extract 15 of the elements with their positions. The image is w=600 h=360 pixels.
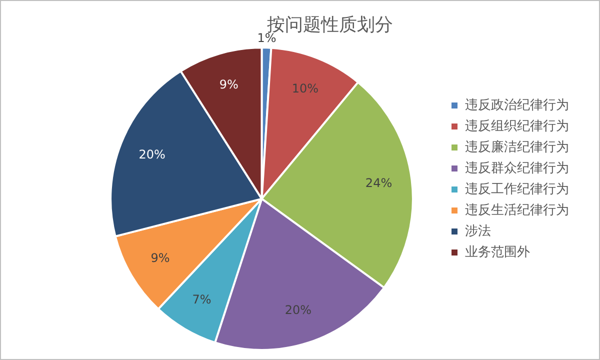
legend-label: 违反组织纪律行为 [465,118,569,134]
data-label: 24% [365,176,392,190]
legend-label: 违反政治纪律行为 [465,98,569,113]
data-label: 20% [284,303,312,318]
data-label: 10% [292,81,318,96]
legend-label: 违反廉洁纪律行为 [465,140,569,155]
legend-label: 违反群众纪律行为 [465,160,569,176]
legend-label: 违反工作纪律行为 [465,182,569,197]
data-label: 9% [219,78,238,92]
data-label: 9% [150,250,170,265]
legend-label: 违反生活纪律行为 [465,202,569,218]
data-label: 7% [192,292,212,306]
legend-label: 业务范围外 [465,244,530,260]
data-label: 20% [138,148,166,162]
legend-label: 涉法 [465,224,491,239]
